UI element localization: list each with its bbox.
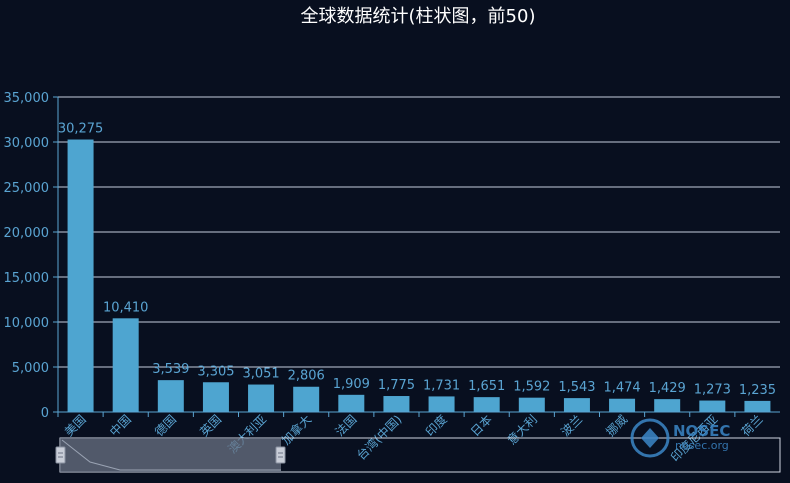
data-label: 1,909	[333, 377, 370, 392]
grid-lines	[58, 96, 780, 368]
data-label: 1,429	[649, 381, 686, 396]
data-label: 10,410	[103, 300, 149, 315]
bar[interactable]	[699, 400, 726, 412]
x-tick-label: 荷兰	[739, 412, 766, 439]
y-tick-label: 35,000	[4, 91, 50, 106]
bar[interactable]	[518, 397, 545, 412]
y-tick-label: 0	[41, 406, 49, 421]
bar-series	[67, 139, 771, 412]
y-tick-label: 15,000	[4, 271, 50, 286]
bar[interactable]	[563, 398, 590, 412]
x-tick-label: 中国	[106, 412, 134, 440]
x-tick-label: 法国	[333, 412, 360, 439]
data-label: 1,731	[423, 378, 460, 393]
bar[interactable]	[428, 396, 455, 412]
x-tick-label: 英国	[197, 412, 224, 439]
data-label: 3,051	[242, 367, 279, 382]
data-zoom-right-handle[interactable]	[275, 446, 286, 464]
y-axis: 0 5,000 10,000 15,000 20,000 25,000 30,000 35,0…	[4, 91, 59, 421]
bar[interactable]	[248, 384, 275, 412]
data-label: 1,273	[694, 383, 731, 398]
data-label: 1,592	[513, 380, 550, 395]
data-label: 1,651	[468, 379, 505, 394]
y-tick-label: 30,000	[4, 136, 50, 151]
x-tick-label: 印度	[422, 412, 450, 440]
data-label: 3,305	[197, 364, 234, 379]
bar[interactable]	[67, 139, 94, 412]
data-label: 1,543	[558, 380, 595, 395]
bar[interactable]	[157, 380, 184, 412]
y-tick-label: 25,000	[4, 181, 50, 196]
bar[interactable]	[744, 400, 771, 412]
data-labels: 30,275 10,410 3,539 3,305 3,051 2,806 1,909 1,7…	[58, 122, 776, 398]
data-label: 1,775	[378, 378, 415, 393]
watermark-subtext: nosec.org	[675, 439, 729, 452]
data-label: 2,806	[288, 369, 325, 384]
data-zoom-trend	[61, 439, 281, 471]
x-tick-label: 挪威	[603, 412, 630, 439]
watermark-text: NOSEC	[673, 422, 730, 440]
x-tick-label: 台湾(中国)	[353, 412, 404, 463]
data-zoom-slider[interactable]	[55, 437, 781, 473]
bar[interactable]	[609, 398, 636, 412]
data-label: 1,235	[739, 383, 776, 398]
bar[interactable]	[202, 382, 229, 412]
data-label: 3,539	[152, 362, 189, 377]
data-label: 30,275	[58, 122, 104, 137]
nosec-watermark: NOSEC nosec.org	[630, 418, 730, 458]
y-tick-label: 5,000	[12, 361, 49, 376]
bar[interactable]	[338, 394, 365, 412]
bar[interactable]	[293, 386, 320, 412]
x-tick-label: 美国	[62, 412, 89, 439]
y-tick-label: 10,000	[4, 316, 50, 331]
bar[interactable]	[654, 399, 681, 412]
chart-title: 全球数据统计(柱状图，前50)	[301, 6, 536, 27]
bar[interactable]	[473, 397, 500, 412]
data-label: 1,474	[603, 381, 640, 396]
bar[interactable]	[383, 396, 410, 412]
data-zoom-left-handle[interactable]	[55, 446, 66, 464]
nosec-logo-icon	[630, 418, 670, 458]
x-tick-label: 日本	[468, 412, 495, 439]
y-tick-label: 20,000	[4, 226, 50, 241]
bar[interactable]	[112, 318, 139, 412]
x-tick-label: 波兰	[558, 412, 585, 439]
x-tick-label: 德国	[151, 412, 179, 440]
data-zoom-selection[interactable]	[60, 438, 281, 472]
